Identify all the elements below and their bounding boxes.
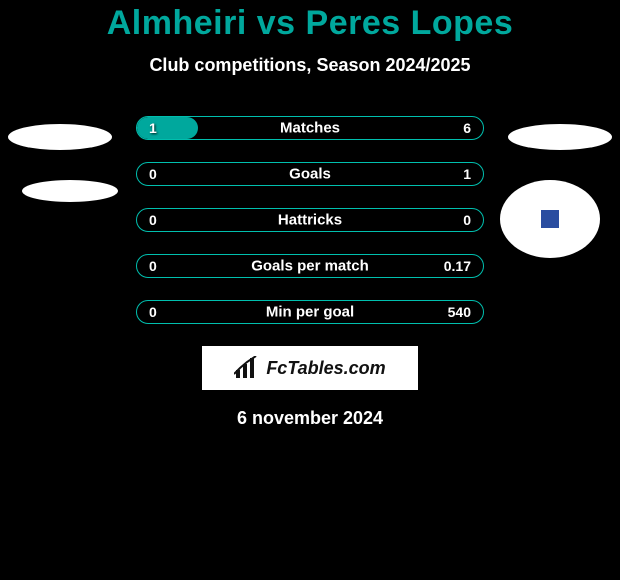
- logo-text: FcTables.com: [266, 358, 385, 379]
- stat-value-left: 0: [149, 212, 157, 228]
- stat-bar: 1 Matches 6: [136, 116, 484, 140]
- stat-value-right: 0: [463, 212, 471, 228]
- stat-bar: 0 Hattricks 0: [136, 208, 484, 232]
- player-right-name: Peres Lopes: [306, 4, 514, 42]
- stat-value-left: 0: [149, 258, 157, 274]
- title-row: Almheiri vs Peres Lopes: [0, 0, 620, 43]
- stat-value-right: 0.17: [444, 258, 471, 274]
- stat-label: Min per goal: [266, 304, 354, 321]
- stat-value-left: 0: [149, 166, 157, 182]
- stat-bar: 0 Goals per match 0.17: [136, 254, 484, 278]
- stat-bar: 0 Goals 1: [136, 162, 484, 186]
- avatar-left-bottom: [22, 180, 118, 202]
- stat-value-left: 0: [149, 304, 157, 320]
- stat-bar: 0 Min per goal 540: [136, 300, 484, 324]
- stats-container: 1 Matches 6 0 Goals 1 0 Hattricks 0 0 Goals per ma…: [136, 116, 484, 324]
- avatar-left-top: [8, 124, 112, 150]
- logo-chart-icon: [234, 356, 260, 380]
- subtitle: Club competitions, Season 2024/2025: [0, 55, 620, 76]
- stat-fill-left: [137, 117, 198, 139]
- stat-label: Hattricks: [278, 212, 342, 229]
- stat-value-right: 1: [463, 166, 471, 182]
- stat-label: Matches: [280, 120, 340, 137]
- club-badge-icon: [541, 210, 559, 228]
- avatar-right-top: [508, 124, 612, 150]
- footer-date: 6 november 2024: [0, 408, 620, 429]
- logo-box[interactable]: FcTables.com: [202, 346, 418, 390]
- stat-value-right: 540: [448, 304, 471, 320]
- vs-label: vs: [257, 4, 296, 42]
- stat-value-left: 1: [149, 120, 157, 136]
- avatar-right-bottom: [500, 180, 600, 258]
- stat-value-right: 6: [463, 120, 471, 136]
- player-left-name: Almheiri: [107, 4, 247, 42]
- stat-label: Goals: [289, 166, 331, 183]
- page-title: Almheiri vs Peres Lopes: [107, 4, 514, 42]
- stat-label: Goals per match: [251, 258, 369, 275]
